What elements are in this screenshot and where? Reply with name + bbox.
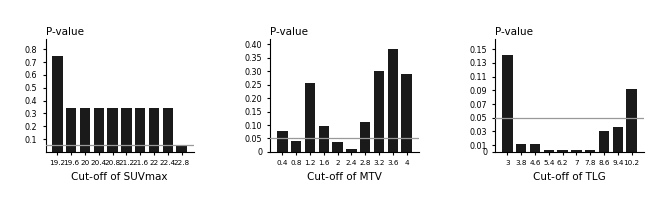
Text: P-value: P-value bbox=[46, 27, 83, 37]
Bar bbox=[558, 150, 567, 152]
Bar bbox=[277, 131, 287, 152]
Bar bbox=[387, 49, 398, 152]
Bar bbox=[332, 143, 343, 152]
Bar bbox=[543, 150, 554, 152]
Text: P-value: P-value bbox=[270, 27, 309, 37]
Bar bbox=[516, 144, 526, 152]
X-axis label: Cut-off of TLG: Cut-off of TLG bbox=[533, 172, 606, 182]
Bar bbox=[627, 89, 637, 152]
Bar bbox=[402, 74, 412, 152]
Text: P-value: P-value bbox=[495, 27, 534, 37]
Bar bbox=[94, 108, 104, 152]
X-axis label: Cut-off of MTV: Cut-off of MTV bbox=[307, 172, 382, 182]
Bar bbox=[66, 108, 77, 152]
Bar bbox=[135, 108, 146, 152]
Bar bbox=[502, 55, 513, 152]
Bar bbox=[291, 141, 302, 152]
Bar bbox=[599, 131, 609, 152]
Bar bbox=[122, 108, 131, 152]
Bar bbox=[360, 122, 370, 152]
Bar bbox=[571, 150, 582, 152]
X-axis label: Cut-off of SUVmax: Cut-off of SUVmax bbox=[72, 172, 168, 182]
Bar bbox=[612, 127, 623, 152]
Bar bbox=[585, 150, 595, 152]
Bar bbox=[305, 83, 315, 152]
Bar bbox=[149, 108, 159, 152]
Bar bbox=[52, 56, 62, 152]
Bar bbox=[162, 108, 173, 152]
Bar bbox=[346, 149, 357, 152]
Bar bbox=[176, 146, 187, 152]
Bar bbox=[530, 144, 540, 152]
Bar bbox=[374, 71, 384, 152]
Bar bbox=[80, 108, 90, 152]
Bar bbox=[318, 126, 329, 152]
Bar bbox=[107, 108, 118, 152]
